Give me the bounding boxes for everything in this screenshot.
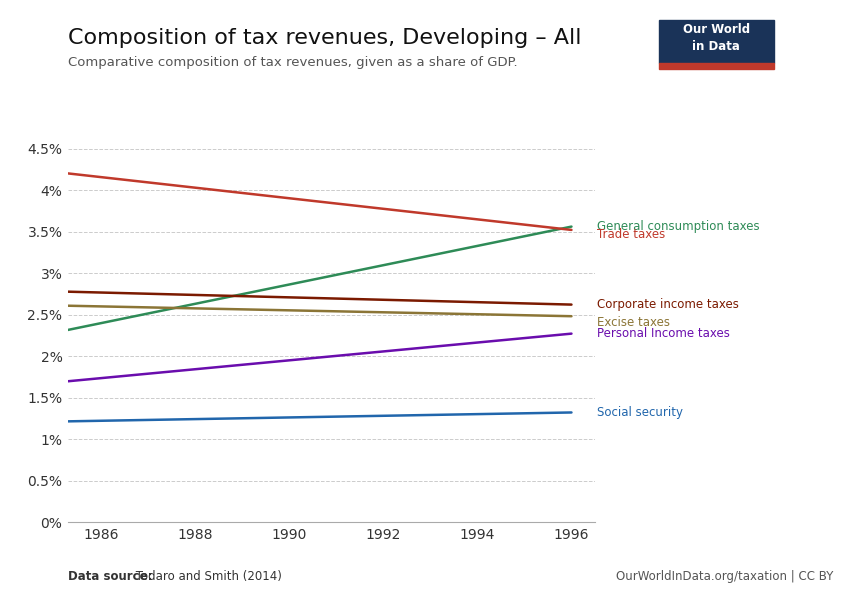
Text: Our World
in Data: Our World in Data xyxy=(683,23,750,53)
Text: Comparative composition of tax revenues, given as a share of GDP.: Comparative composition of tax revenues,… xyxy=(68,56,518,69)
Text: Excise taxes: Excise taxes xyxy=(598,316,671,329)
Text: Data source:: Data source: xyxy=(68,570,152,583)
Text: Corporate income taxes: Corporate income taxes xyxy=(598,298,740,311)
Text: Trade taxes: Trade taxes xyxy=(598,229,666,241)
Text: Personal Income taxes: Personal Income taxes xyxy=(598,327,730,340)
Bar xyxy=(659,20,774,63)
Text: Social security: Social security xyxy=(598,406,683,419)
Text: Composition of tax revenues, Developing – All: Composition of tax revenues, Developing … xyxy=(68,28,581,48)
Text: OurWorldInData.org/taxation | CC BY: OurWorldInData.org/taxation | CC BY xyxy=(615,570,833,583)
Text: General consumption taxes: General consumption taxes xyxy=(598,220,760,233)
Text: Todaro and Smith (2014): Todaro and Smith (2014) xyxy=(132,570,281,583)
Bar xyxy=(659,63,774,69)
